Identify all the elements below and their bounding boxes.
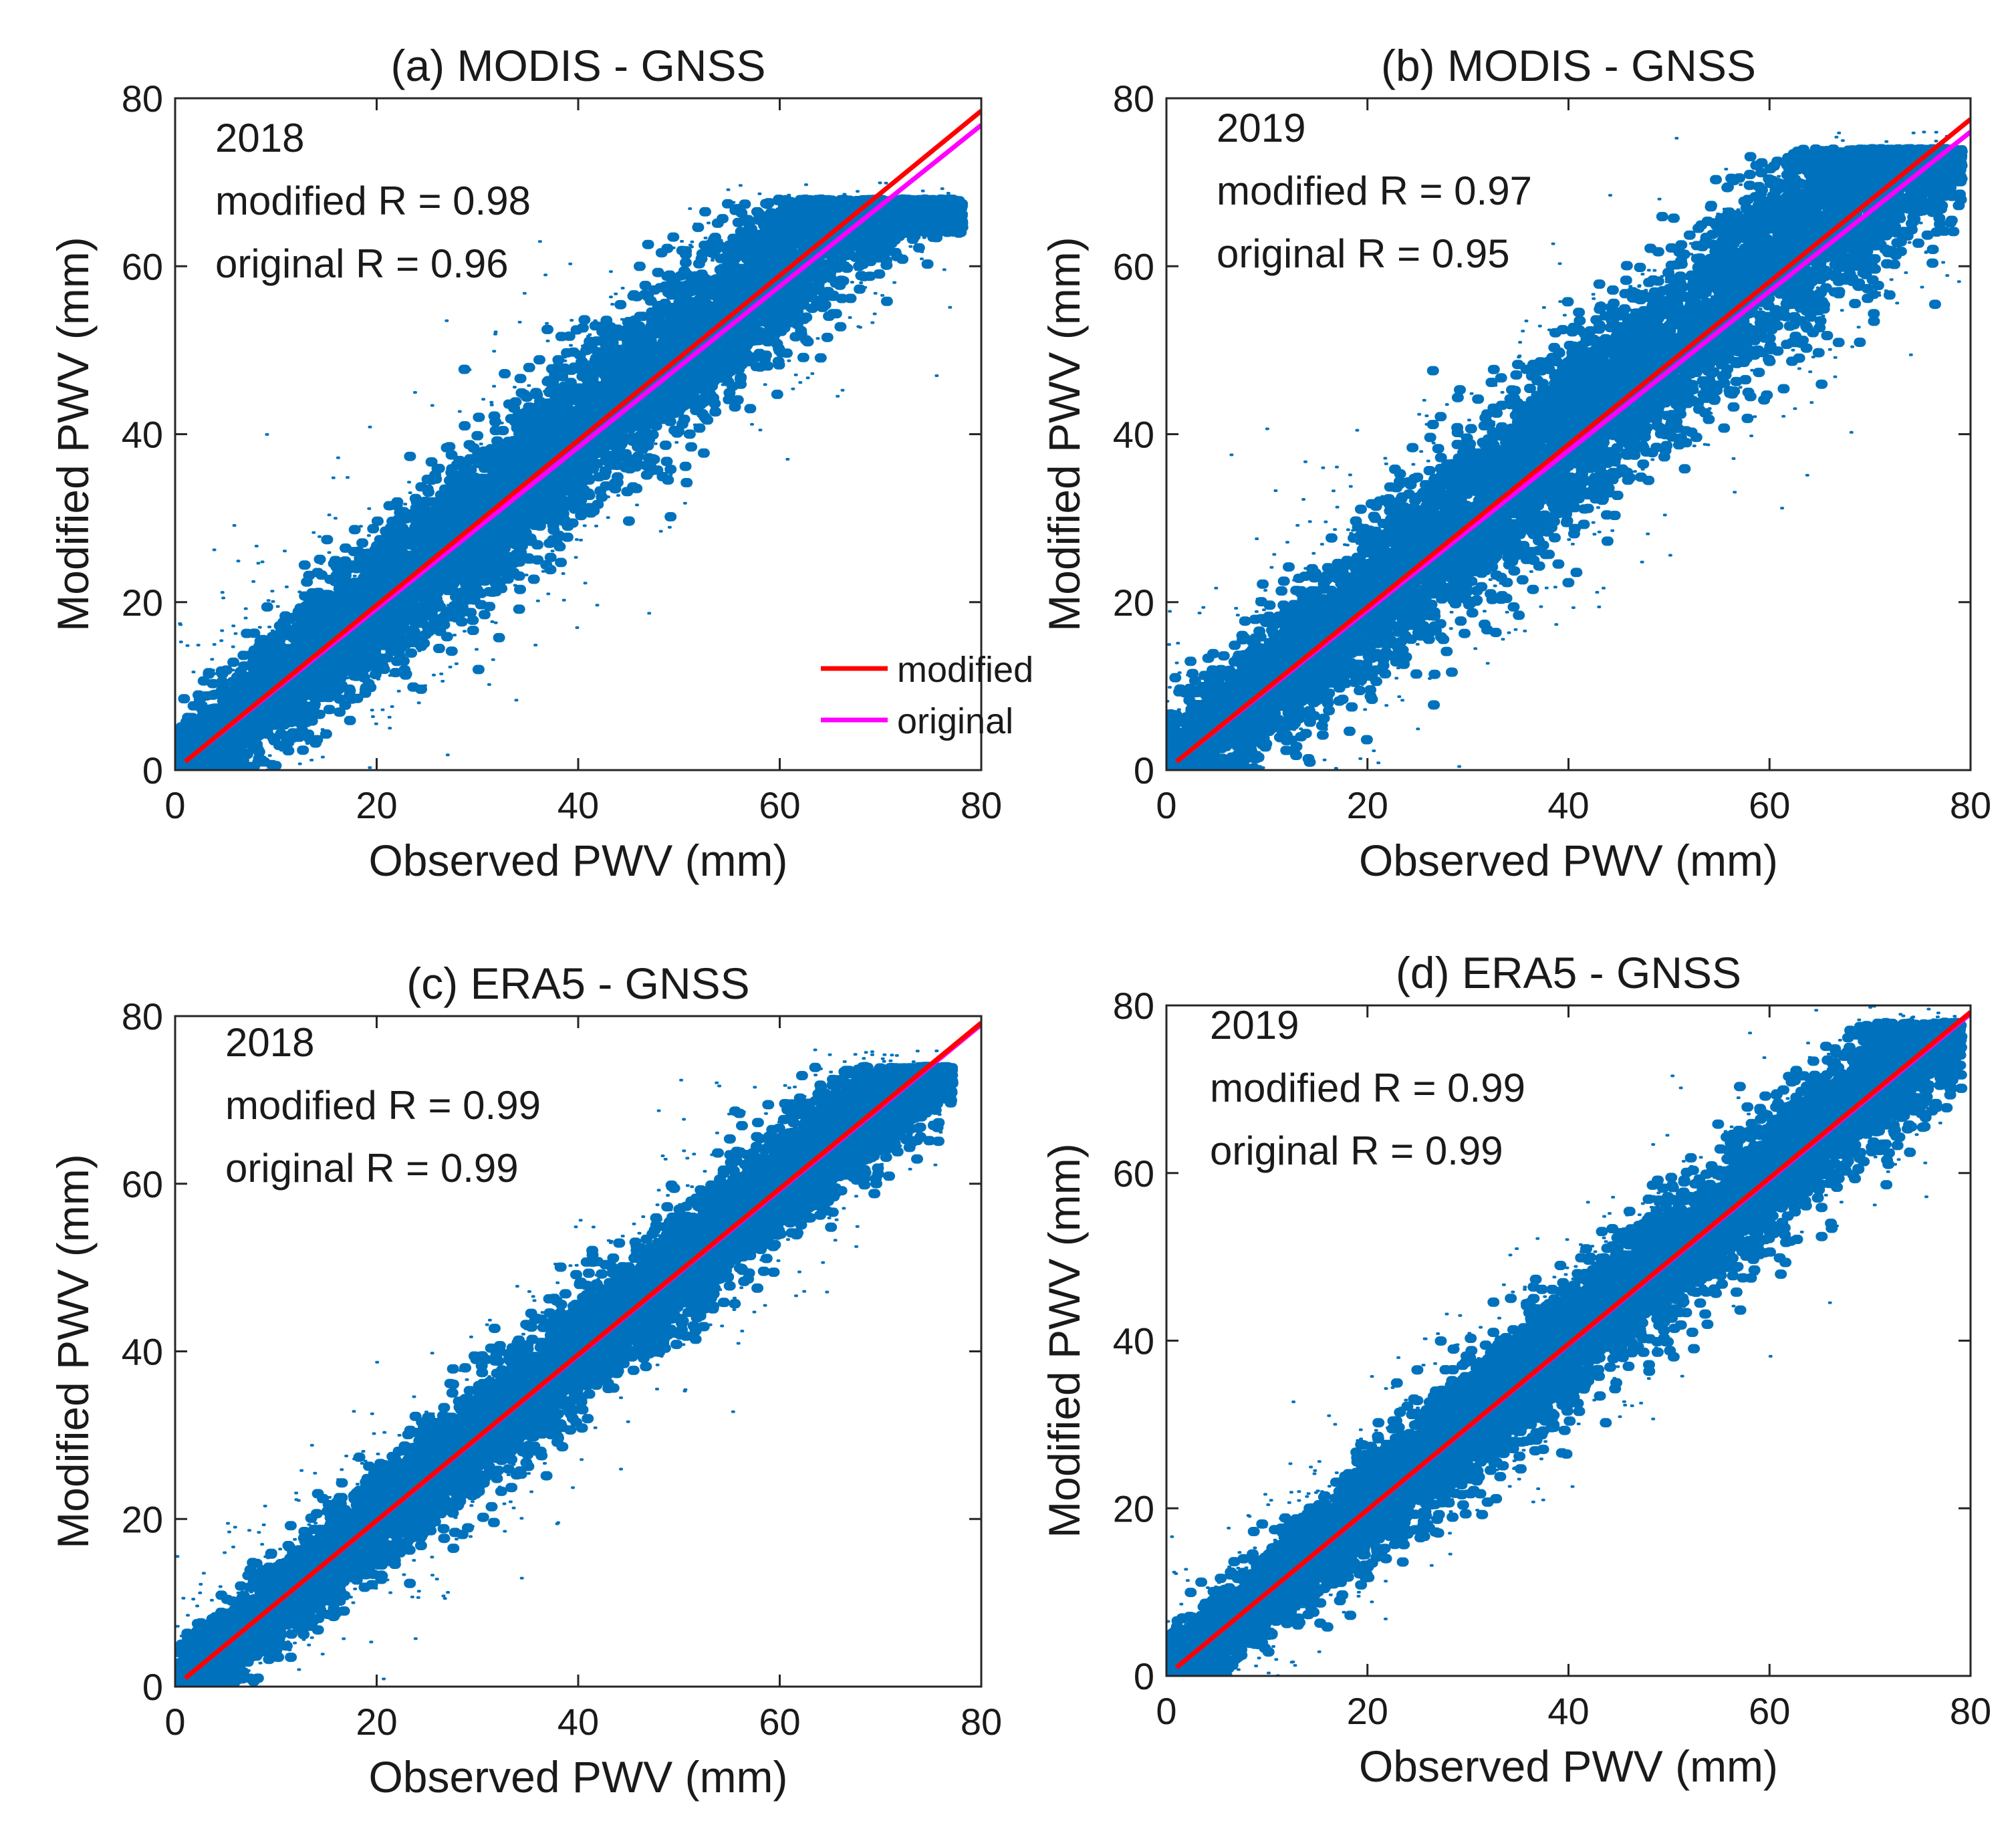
chart-title: (a) MODIS - GNSS — [390, 41, 765, 90]
y-tick-label: 60 — [122, 1163, 163, 1205]
y-axis-label: Modified PWV (mm) — [1039, 237, 1089, 631]
annotation-line: 2018 — [215, 116, 304, 160]
y-tick-label: 60 — [1113, 1152, 1154, 1195]
chart-title: (c) ERA5 - GNSS — [406, 959, 749, 1008]
x-tick-label: 20 — [1347, 784, 1388, 826]
y-tick-label: 40 — [122, 1331, 163, 1373]
chart-title: (b) MODIS - GNSS — [1381, 41, 1756, 90]
annotation-line: 2018 — [225, 1020, 314, 1065]
y-tick-label: 60 — [122, 245, 163, 287]
legend-label-original: original — [897, 701, 1013, 741]
y-tick-label: 0 — [142, 1666, 163, 1708]
x-tick-label: 80 — [961, 1701, 1002, 1743]
annotation-line: original R = 0.99 — [1210, 1128, 1503, 1173]
y-tick-label: 20 — [122, 582, 163, 624]
x-tick-label: 0 — [164, 784, 185, 826]
scatter-points — [1166, 144, 1968, 770]
x-tick-label: 40 — [1547, 784, 1589, 826]
annotation-line: original R = 0.95 — [1217, 231, 1510, 276]
annotation-line: 2019 — [1217, 106, 1305, 150]
y-tick-label: 40 — [1113, 1320, 1154, 1362]
x-tick-label: 60 — [1749, 1690, 1790, 1732]
chart-panel-c: 00 20 20 40 40 60 60 80 80 (c) ERA5 - GNSS Observe… — [48, 959, 1002, 1802]
scatter-outliers — [1166, 1005, 1961, 1676]
chart-panel-b: 00 20 20 40 40 60 60 80 80 (b) MODIS - GNSS Observ… — [1039, 41, 1991, 885]
y-tick-label: 0 — [1134, 749, 1154, 791]
x-tick-label: 80 — [1950, 1690, 1991, 1732]
x-tick-label: 40 — [557, 1701, 599, 1743]
annotation-line: original R = 0.96 — [215, 241, 509, 286]
scatter-outliers — [1166, 130, 1961, 770]
x-tick-label: 20 — [1347, 1690, 1388, 1732]
y-tick-label: 80 — [1113, 985, 1154, 1027]
x-axis-label: Observed PWV (mm) — [368, 836, 787, 885]
scatter-points — [1166, 1017, 1968, 1676]
x-tick-label: 40 — [557, 784, 599, 826]
y-tick-label: 80 — [122, 995, 163, 1038]
x-axis-label: Observed PWV (mm) — [368, 1752, 787, 1802]
x-tick-label: 20 — [356, 1701, 397, 1743]
annotation-line: modified R = 0.99 — [1210, 1066, 1525, 1110]
y-tick-label: 0 — [142, 749, 163, 791]
annotation-line: 2019 — [1210, 1003, 1299, 1048]
chart-panel-d: 00 20 20 40 40 60 60 80 80 (d) ERA5 - GNSS Observe… — [1039, 948, 1991, 1791]
y-tick-label: 80 — [122, 78, 163, 120]
x-tick-label: 60 — [759, 1701, 800, 1743]
y-tick-label: 20 — [122, 1498, 163, 1540]
fit-line-modified — [1174, 117, 1971, 764]
y-tick-label: 0 — [1134, 1655, 1154, 1697]
y-tick-label: 80 — [1113, 78, 1154, 120]
annotation-line: modified R = 0.98 — [215, 178, 531, 223]
x-tick-label: 80 — [1950, 784, 1991, 826]
x-tick-label: 0 — [1156, 784, 1176, 826]
x-tick-label: 0 — [1156, 1690, 1176, 1732]
annotation-line: modified R = 0.99 — [225, 1083, 541, 1128]
scatter-outliers — [178, 181, 963, 770]
x-tick-label: 20 — [356, 784, 397, 826]
y-axis-label: Modified PWV (mm) — [48, 1154, 98, 1548]
fit-line-modified — [183, 109, 981, 764]
annotation-line: modified R = 0.97 — [1217, 168, 1532, 213]
x-tick-label: 80 — [961, 784, 1002, 826]
y-axis-label: Modified PWV (mm) — [1039, 1143, 1089, 1538]
fit-line-modified — [183, 1021, 981, 1681]
x-axis-label: Observed PWV (mm) — [1359, 836, 1778, 885]
x-tick-label: 60 — [759, 784, 800, 826]
y-tick-label: 20 — [1113, 1487, 1154, 1530]
fit-line-modified — [1174, 1010, 1971, 1670]
y-tick-label: 40 — [1113, 414, 1154, 456]
x-axis-label: Observed PWV (mm) — [1359, 1741, 1778, 1791]
y-axis-label: Modified PWV (mm) — [48, 237, 98, 631]
x-tick-label: 0 — [164, 1701, 185, 1743]
y-tick-label: 60 — [1113, 245, 1154, 287]
x-tick-label: 60 — [1749, 784, 1790, 826]
chart-panel-a: 00 20 20 40 40 60 60 80 80 (a) MODIS - GNSS Observ… — [48, 41, 1033, 885]
chart-title: (d) ERA5 - GNSS — [1396, 948, 1741, 997]
x-tick-label: 40 — [1547, 1690, 1589, 1732]
y-tick-label: 40 — [122, 414, 163, 456]
y-tick-label: 20 — [1113, 582, 1154, 624]
annotation-line: original R = 0.99 — [225, 1146, 519, 1191]
legend-label-modified: modified — [897, 650, 1033, 690]
